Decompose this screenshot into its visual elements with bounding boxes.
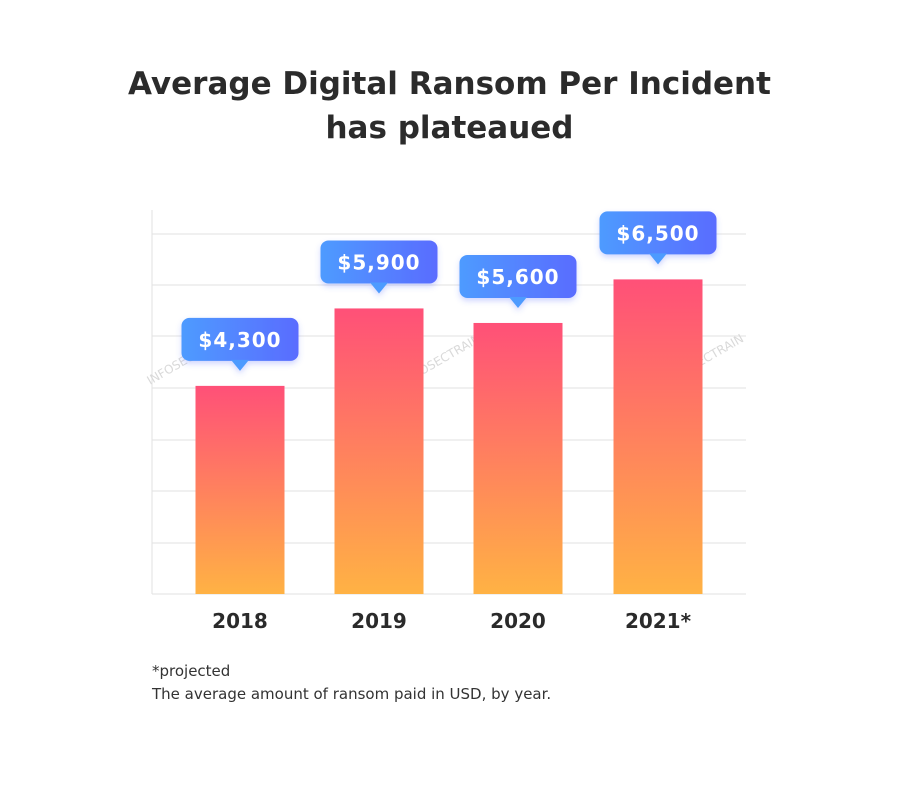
chart-title: Average Digital Ransom Per Incident has … xyxy=(0,62,899,150)
value-bubble xyxy=(181,317,299,371)
x-tick-label: 2018 xyxy=(212,609,268,633)
bar-2020 xyxy=(473,322,563,594)
value-bubble-box xyxy=(599,211,717,255)
value-bubble-box xyxy=(459,254,577,298)
value-bubble-box xyxy=(320,240,438,284)
data-label: $5,600 xyxy=(476,265,559,289)
bar-2021 xyxy=(613,279,703,594)
chart-notes: *projected The average amount of ransom … xyxy=(152,660,551,706)
value-bubble xyxy=(459,254,577,308)
value-bubble-box xyxy=(181,317,299,361)
x-tick-label: 2021* xyxy=(625,609,692,633)
value-bubble-pointer xyxy=(370,282,388,294)
bars xyxy=(195,279,703,594)
data-label: $6,500 xyxy=(616,221,699,245)
x-axis-ticks: 2018 2019 2020 2021* xyxy=(212,609,691,633)
value-bubble-pointer xyxy=(231,359,249,371)
data-label: $4,300 xyxy=(198,328,281,352)
value-bubble xyxy=(320,240,438,294)
footnote: *projected xyxy=(152,662,231,680)
chart-title-line-2: has plateaued xyxy=(325,110,574,146)
data-label: $5,900 xyxy=(337,250,420,274)
value-labels: $4,300 $5,900 $5,600 $6,500 xyxy=(181,211,717,371)
x-tick-label: 2020 xyxy=(490,609,546,633)
x-tick-label: 2019 xyxy=(351,609,407,633)
value-bubble xyxy=(599,211,717,265)
chart-title-line-1: Average Digital Ransom Per Incident xyxy=(128,66,771,102)
bar-2019 xyxy=(334,308,424,594)
bar-2018 xyxy=(195,385,285,594)
caption: The average amount of ransom paid in USD… xyxy=(152,685,552,703)
value-bubble-pointer xyxy=(509,296,527,308)
value-bubble-pointer xyxy=(649,253,667,265)
